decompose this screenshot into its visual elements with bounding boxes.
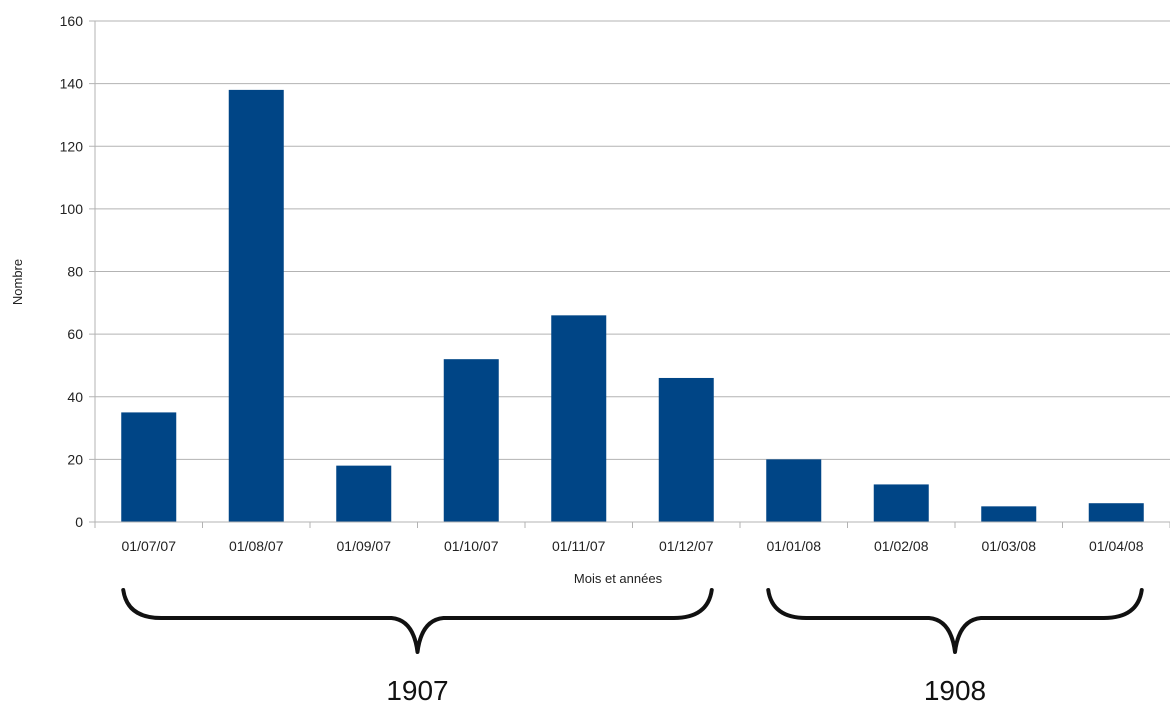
x-tick-label: 01/09/07 [337,538,392,554]
x-tick-label: 01/07/07 [122,538,177,554]
y-tick-label: 40 [67,389,83,405]
y-axis-title: Nombre [10,259,25,305]
bar [1088,503,1144,522]
axes [94,21,1170,528]
x-tick-label: 01/04/08 [1089,538,1144,554]
bar [873,484,929,522]
x-tick-label: 01/12/07 [659,538,714,554]
bar [658,377,714,522]
bars [121,89,1144,522]
y-tick-label: 100 [60,201,84,217]
group-label: 1908 [924,675,986,706]
group-brace [766,588,1144,654]
y-tick-label: 140 [60,76,84,92]
x-tick-label: 01/03/08 [982,538,1037,554]
x-tick-label: 01/10/07 [444,538,499,554]
group-label: 1907 [386,675,448,706]
y-tick-label: 0 [75,514,83,530]
x-tick-labels: 01/07/07 01/08/07 01/09/07 01/10/07 01/11/07… [122,538,1144,554]
y-tick-label: 160 [60,13,84,29]
y-tick-label: 80 [67,264,83,280]
year-groups: 1907 1908 [121,588,1144,706]
group-brace [121,588,714,654]
bar [981,506,1037,522]
y-tick-label: 60 [67,326,83,342]
bar [121,412,177,522]
y-tick-label: 120 [60,138,84,154]
x-axis-title: Mois et années [574,571,663,586]
x-tick-label: 01/01/08 [767,538,822,554]
x-tick-label: 01/02/08 [874,538,929,554]
bar [766,459,822,522]
bar [336,465,392,522]
bar [443,359,499,522]
x-tick-label: 01/08/07 [229,538,284,554]
x-tick-label: 01/11/07 [552,538,606,554]
y-tick-labels: 0 20 40 60 80 100 120 140 160 [60,13,84,530]
y-tick-label: 20 [67,451,83,467]
bar [551,315,607,522]
bar [228,89,284,522]
